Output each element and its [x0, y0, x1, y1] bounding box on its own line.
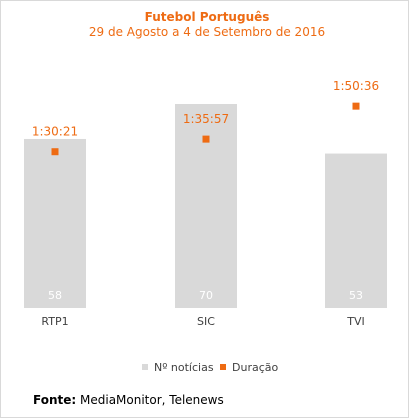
bars-layer: 58 70 53 [24, 104, 387, 308]
legend-swatch-duracao [220, 364, 226, 370]
bar-value-label: 58 [48, 289, 62, 302]
chart-title: Futebol Português [145, 10, 270, 24]
legend: Nº notícias Duração [142, 361, 278, 374]
x-tick-label: TVI [346, 315, 365, 328]
duration-marker-rtp1 [51, 148, 59, 156]
legend-swatch-noticias [142, 364, 148, 370]
source-text: MediaMonitor, Telenews [80, 393, 224, 407]
duration-label: 1:50:36 [333, 79, 379, 93]
chart-subtitle: 29 de Agosto a 4 de Setembro de 2016 [89, 25, 325, 39]
x-tick-label: SIC [197, 315, 215, 328]
bar-tvi [325, 153, 387, 308]
bar-rtp1 [24, 138, 86, 308]
duration-marker-tvi [352, 102, 360, 110]
markers-layer: 1:30:21 1:35:57 1:50:36 [32, 79, 379, 156]
bar-value-label: 70 [199, 289, 213, 302]
source-label: Fonte: [33, 393, 77, 407]
source-note: Fonte: MediaMonitor, Telenews [33, 393, 224, 407]
duration-marker-sic [202, 135, 210, 143]
x-axis-labels: RTP1 SIC TVI [41, 315, 364, 328]
legend-label: Duração [232, 361, 278, 374]
duration-label: 1:30:21 [32, 125, 78, 139]
duration-label: 1:35:57 [183, 112, 229, 126]
legend-label: Nº notícias [154, 361, 214, 374]
bar-value-label: 53 [349, 289, 363, 302]
bar-sic [175, 104, 237, 308]
x-tick-label: RTP1 [41, 315, 68, 328]
